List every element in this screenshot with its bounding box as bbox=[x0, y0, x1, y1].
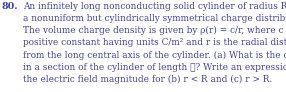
Text: from the long central axis of the cylinder. (a) What is the charge: from the long central axis of the cylind… bbox=[23, 50, 286, 60]
Text: The volume charge density is given by ρ(r) = c/r, where c is a: The volume charge density is given by ρ(… bbox=[23, 26, 286, 35]
Text: a nonuniform but cylindrically symmetrical charge distribution.: a nonuniform but cylindrically symmetric… bbox=[23, 14, 286, 23]
Text: in a section of the cylinder of length ℓ? Write an expression for: in a section of the cylinder of length ℓ… bbox=[23, 63, 286, 72]
Text: 80.: 80. bbox=[1, 2, 18, 11]
Text: the electric field magnitude for (b) r < R and (c) r > R.: the electric field magnitude for (b) r <… bbox=[23, 75, 273, 84]
Text: An infinitely long nonconducting solid cylinder of radius R has: An infinitely long nonconducting solid c… bbox=[23, 2, 286, 11]
Text: positive constant having units C/m² and r is the radial distance: positive constant having units C/m² and … bbox=[23, 38, 286, 47]
